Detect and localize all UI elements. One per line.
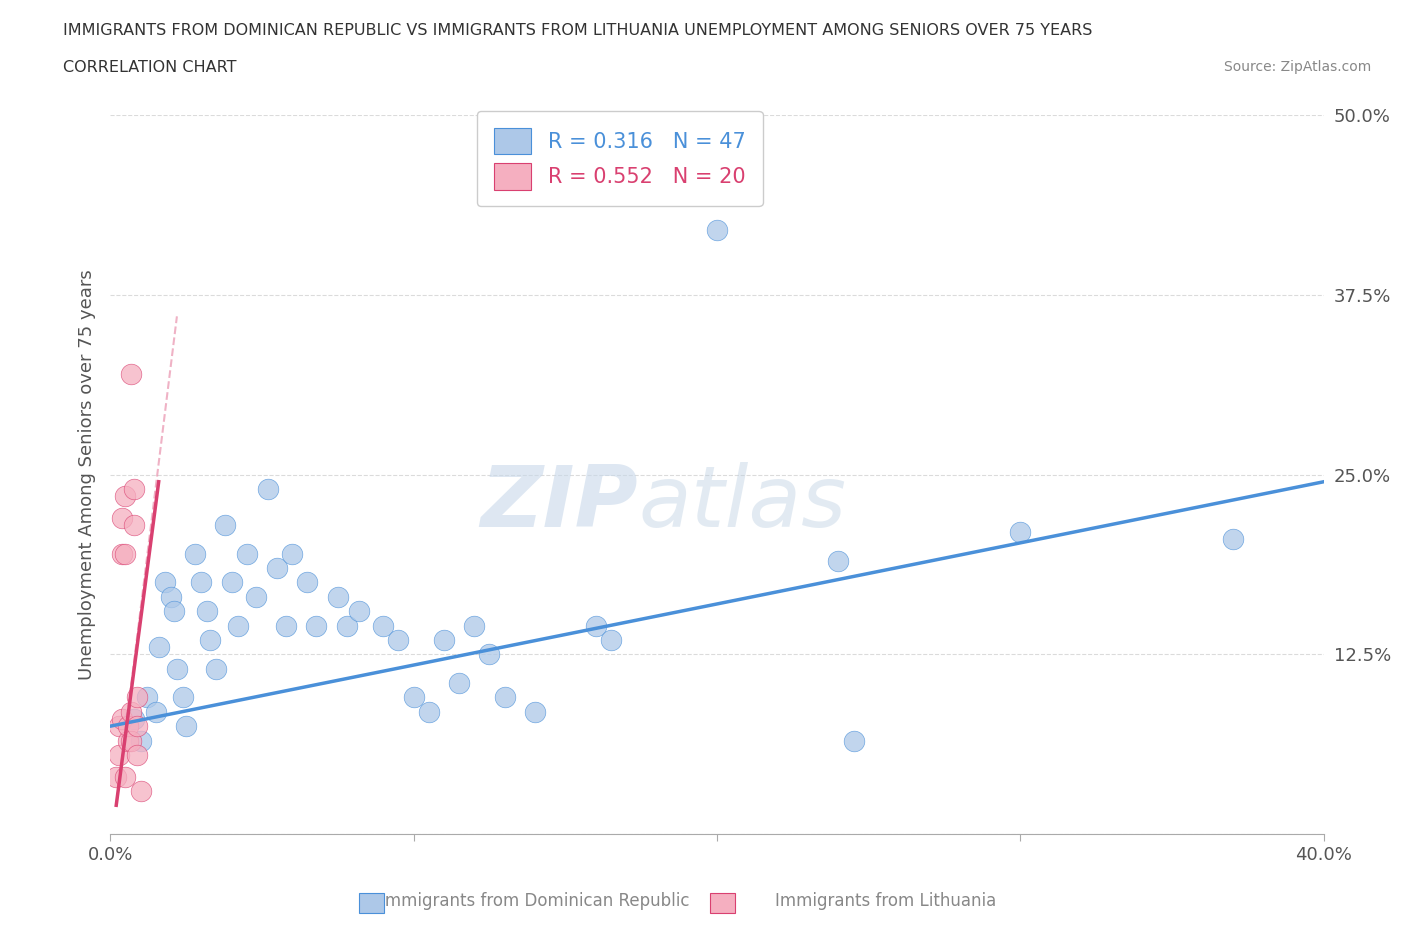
- Point: [523, 704, 546, 719]
- Legend: R = 0.316   N = 47, R = 0.552   N = 20: R = 0.316 N = 47, R = 0.552 N = 20: [477, 111, 762, 206]
- Point: [117, 733, 139, 748]
- Point: [463, 618, 485, 633]
- Point: [281, 546, 304, 561]
- Text: Immigrants from Lithuania: Immigrants from Lithuania: [775, 892, 997, 910]
- Point: [120, 366, 142, 381]
- Text: ZIP: ZIP: [481, 462, 638, 545]
- Point: [124, 482, 146, 497]
- Point: [160, 590, 183, 604]
- Point: [433, 632, 456, 647]
- Point: [387, 632, 409, 647]
- Point: [266, 561, 288, 576]
- Point: [827, 553, 849, 568]
- Point: [153, 575, 176, 590]
- Point: [336, 618, 359, 633]
- Point: [127, 748, 149, 763]
- Point: [117, 719, 139, 734]
- Point: [127, 690, 149, 705]
- Point: [195, 604, 218, 618]
- Point: [120, 733, 142, 748]
- Text: Source: ZipAtlas.com: Source: ZipAtlas.com: [1223, 60, 1371, 74]
- Point: [373, 618, 395, 633]
- Text: atlas: atlas: [638, 462, 846, 545]
- Point: [200, 632, 222, 647]
- Point: [127, 719, 149, 734]
- Text: Immigrants from Dominican Republic: Immigrants from Dominican Republic: [380, 892, 689, 910]
- Point: [114, 546, 136, 561]
- Y-axis label: Unemployment Among Seniors over 75 years: Unemployment Among Seniors over 75 years: [79, 269, 96, 680]
- Point: [402, 690, 425, 705]
- Point: [842, 733, 865, 748]
- Point: [120, 704, 142, 719]
- Text: CORRELATION CHART: CORRELATION CHART: [63, 60, 236, 75]
- Point: [221, 575, 243, 590]
- Point: [135, 690, 157, 705]
- Point: [111, 511, 134, 525]
- Point: [1222, 532, 1244, 547]
- Point: [184, 546, 207, 561]
- Point: [163, 604, 186, 618]
- Point: [172, 690, 194, 705]
- Point: [305, 618, 328, 633]
- Point: [599, 632, 621, 647]
- Point: [214, 517, 236, 532]
- Point: [478, 647, 501, 662]
- Point: [111, 546, 134, 561]
- Point: [124, 517, 146, 532]
- Point: [494, 690, 516, 705]
- Point: [706, 222, 728, 237]
- Point: [1010, 525, 1032, 539]
- Point: [108, 748, 131, 763]
- Point: [114, 769, 136, 784]
- Point: [129, 783, 152, 798]
- Point: [326, 590, 349, 604]
- Point: [449, 675, 471, 690]
- Point: [190, 575, 212, 590]
- Point: [347, 604, 370, 618]
- Point: [166, 661, 188, 676]
- Point: [585, 618, 607, 633]
- Point: [111, 711, 134, 726]
- Point: [148, 640, 170, 655]
- Point: [257, 482, 280, 497]
- Point: [245, 590, 267, 604]
- Point: [276, 618, 298, 633]
- Point: [129, 733, 152, 748]
- Point: [108, 719, 131, 734]
- Point: [114, 488, 136, 503]
- Text: IMMIGRANTS FROM DOMINICAN REPUBLIC VS IMMIGRANTS FROM LITHUANIA UNEMPLOYMENT AMO: IMMIGRANTS FROM DOMINICAN REPUBLIC VS IM…: [63, 23, 1092, 38]
- Point: [205, 661, 228, 676]
- Point: [418, 704, 440, 719]
- Point: [105, 769, 128, 784]
- Point: [174, 719, 197, 734]
- Point: [235, 546, 257, 561]
- Point: [124, 711, 146, 726]
- Point: [297, 575, 319, 590]
- Point: [226, 618, 249, 633]
- Point: [145, 704, 167, 719]
